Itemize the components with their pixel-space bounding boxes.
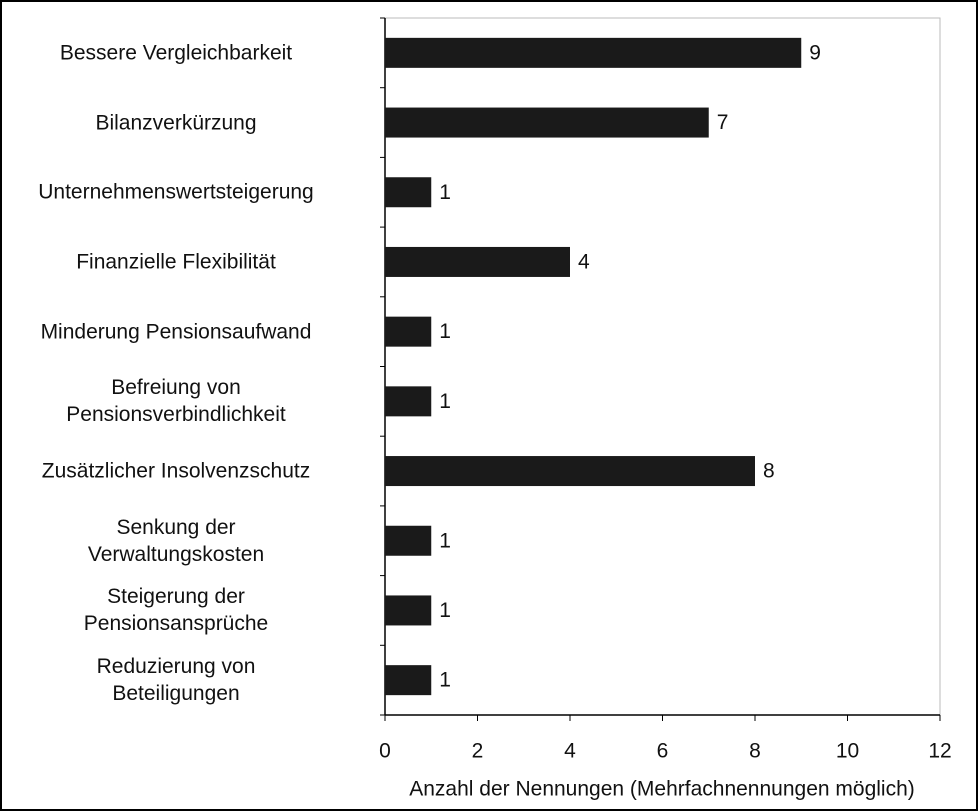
value-label: 1 — [439, 181, 451, 204]
y-tick-label: Unternehmenswertsteigerung — [38, 180, 314, 204]
bar — [385, 665, 432, 696]
value-label: 7 — [717, 111, 729, 134]
y-tick-label: Finanzielle Flexibilität — [76, 250, 276, 274]
x-tick-label: 8 — [749, 740, 761, 763]
value-label: 9 — [809, 41, 821, 64]
bar — [385, 107, 709, 138]
bar — [385, 525, 432, 556]
x-tick-label: 6 — [657, 740, 669, 763]
x-tick-label: 10 — [836, 740, 859, 763]
bar — [385, 177, 432, 208]
bar — [385, 246, 570, 277]
bar — [385, 386, 432, 417]
value-label: 1 — [439, 599, 451, 622]
value-label: 8 — [763, 460, 775, 483]
y-tick-label: Minderung Pensionsaufwand — [40, 320, 312, 344]
bar — [385, 316, 432, 347]
value-label: 1 — [439, 669, 451, 692]
bar — [385, 37, 802, 68]
value-label: 4 — [578, 250, 590, 273]
value-label: 1 — [439, 529, 451, 552]
y-tick-label: Befreiung von Pensionsverbindlichkeit — [66, 376, 286, 427]
y-tick-label: Bessere Vergleichbarkeit — [59, 41, 293, 65]
x-tick-label: 2 — [472, 740, 484, 763]
x-tick-label: 12 — [928, 740, 951, 763]
x-axis-title: Anzahl der Nennungen (Mehrfachnennungen … — [409, 778, 915, 801]
y-tick-label: Zusätzlicher Insolvenzschutz — [41, 459, 311, 483]
y-tick-label: Senkung der Verwaltungskosten — [87, 515, 265, 566]
x-tick-label: 0 — [379, 740, 391, 763]
y-tick-label: Steigerung der Pensionsansprüche — [83, 585, 269, 636]
y-tick-label: Bilanzverkürzung — [95, 111, 257, 135]
value-label: 1 — [439, 320, 451, 343]
value-label: 1 — [439, 390, 451, 413]
y-tick-label: Reduzierung von Beteiligungen — [96, 655, 256, 706]
bar — [385, 456, 755, 487]
bar — [385, 595, 432, 626]
x-tick-label: 4 — [564, 740, 576, 763]
